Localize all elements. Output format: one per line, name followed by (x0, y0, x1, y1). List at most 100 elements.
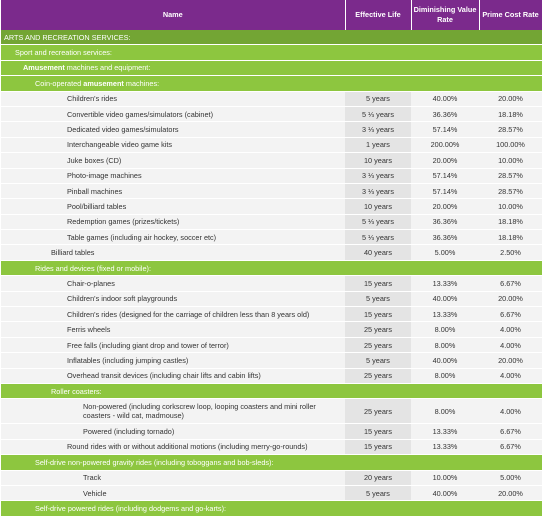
section-cell: Coin-operated amusement machines: (1, 75, 542, 92)
item-name: Juke boxes (CD) (1, 152, 345, 169)
item-value: 20.00% (479, 91, 542, 107)
section-cell: Amusement machines and equipment: (1, 60, 542, 77)
item-name: Billiard tables (1, 244, 345, 261)
item-name: Free falls (including giant drop and tow… (1, 337, 345, 354)
data-row: Interchangeable video game kits 1 years 20… (1, 137, 542, 154)
item-value: 100.00% (479, 137, 542, 154)
item-value: 25 years (345, 321, 411, 338)
item-value: 40.00% (411, 485, 479, 502)
data-row: Vehicle 5 years 40.00% 20.00% (1, 485, 542, 502)
item-value: 5 years (345, 352, 411, 369)
item-value: 20.00% (479, 485, 542, 502)
item-name: Overhead transit devices (including chai… (1, 368, 345, 384)
section-row: Coin-operated amusement machines: (1, 75, 542, 92)
section-row: Sport and recreation services: (1, 44, 542, 61)
data-row: Table games (including air hockey, socce… (1, 229, 542, 246)
table-body: ARTS AND RECREATION SERVICES: Sport and r… (1, 30, 542, 517)
item-value: 8.00% (411, 337, 479, 354)
item-value: 28.57% (479, 168, 542, 184)
section-cell: Sport and recreation services: (1, 44, 542, 61)
section-cell: Self-drive powered rides (including dodg… (1, 500, 542, 517)
section-text: machines and equipment: (64, 63, 151, 73)
item-value: 36.36% (411, 214, 479, 231)
item-name: Ferris wheels (1, 321, 345, 338)
item-value: 25 years (345, 337, 411, 354)
item-value: 5 years (345, 91, 411, 107)
section-row: Roller coasters: (1, 383, 542, 400)
item-value: 6.67% (479, 275, 542, 292)
item-value: 57.14% (411, 121, 479, 138)
item-value: 5 years (345, 291, 411, 308)
item-value: 40.00% (411, 352, 479, 369)
section-text: Rides and devices (fixed or mobile): (35, 263, 151, 273)
section-text: Coin-operated (35, 78, 84, 88)
item-name: Inflatables (including jumping castles) (1, 352, 345, 369)
item-value: 3 ⅓ years (345, 183, 411, 200)
data-row: Photo-image machines 3 ⅓ years 57.14% 28.57… (1, 168, 542, 184)
item-value: 13.33% (411, 423, 479, 440)
item-value: 5 ⅓ years (345, 214, 411, 231)
data-row: Ferris wheels 25 years 8.00% 4.00% (1, 321, 542, 338)
item-value: 57.14% (411, 168, 479, 184)
item-name: Children's rides (1, 91, 345, 107)
data-row: Juke boxes (CD) 10 years 20.00% 10.00% (1, 152, 542, 169)
item-value: 36.36% (411, 229, 479, 246)
item-name: Powered (including tornado) (1, 423, 345, 440)
section-text: machines: (123, 78, 160, 88)
item-value: 5 years (345, 485, 411, 502)
item-value: 15 years (345, 275, 411, 292)
section-row: Rides and devices (fixed or mobile): (1, 260, 542, 277)
item-value: 5.00% (479, 470, 542, 486)
section-row: ARTS AND RECREATION SERVICES: (1, 30, 542, 46)
item-value: 20.00% (411, 152, 479, 169)
item-value: 18.18% (479, 229, 542, 246)
item-value: 20.00% (479, 291, 542, 308)
item-name: Vehicle (1, 485, 345, 502)
item-name: Track (1, 470, 345, 486)
item-value: 5 ⅓ years (345, 229, 411, 246)
section-text: amusement (83, 78, 124, 88)
item-name: Children's indoor soft playgrounds (1, 291, 345, 308)
item-value: 3 ⅓ years (345, 121, 411, 138)
item-value: 8.00% (411, 398, 479, 425)
item-value: 40.00% (411, 291, 479, 308)
item-value: 5 ⅓ years (345, 106, 411, 123)
item-value: 4.00% (479, 321, 542, 338)
data-row: Inflatables (including jumping castles) 5… (1, 352, 542, 369)
item-value: 3 ⅓ years (345, 168, 411, 184)
item-value: 13.33% (411, 439, 479, 456)
item-value: 8.00% (411, 368, 479, 384)
item-value: 5.00% (411, 244, 479, 261)
data-row: Free falls (including giant drop and tow… (1, 337, 542, 354)
item-name: Interchangeable video game kits (1, 137, 345, 154)
item-value: 28.57% (479, 183, 542, 200)
section-cell: Self-drive non-powered gravity rides (in… (1, 454, 542, 471)
item-value: 18.18% (479, 214, 542, 231)
section-text: Sport and recreation services: (15, 48, 112, 58)
item-name: Round rides with or without additional m… (1, 439, 345, 456)
item-value: 20.00% (479, 352, 542, 369)
item-value: 40.00% (411, 91, 479, 107)
section-text: Roller coasters: (51, 386, 102, 396)
data-row: Children's rides (designed for the carri… (1, 306, 542, 323)
column-header: Prime Cost Rate (479, 0, 543, 30)
item-value: 15 years (345, 306, 411, 323)
item-value: 18.18% (479, 106, 542, 123)
section-row: Self-drive non-powered gravity rides (in… (1, 454, 542, 471)
item-value: 15 years (345, 423, 411, 440)
item-value: 10.00% (411, 470, 479, 486)
item-value: 25 years (345, 398, 411, 425)
item-value: 13.33% (411, 306, 479, 323)
item-name: Pool/billiard tables (1, 198, 345, 215)
item-value: 8.00% (411, 321, 479, 338)
section-cell: Roller coasters: (1, 383, 542, 400)
data-row: Powered (including tornado) 15 years 13.33… (1, 423, 542, 440)
item-name: Dedicated video games/simulators (1, 121, 345, 138)
item-value: 36.36% (411, 106, 479, 123)
item-name: Children's rides (designed for the carri… (1, 306, 345, 323)
item-value: 4.00% (479, 337, 542, 354)
data-row: Chair-o-planes 15 years 13.33% 6.67% (1, 275, 542, 292)
column-header: Name (1, 0, 346, 30)
